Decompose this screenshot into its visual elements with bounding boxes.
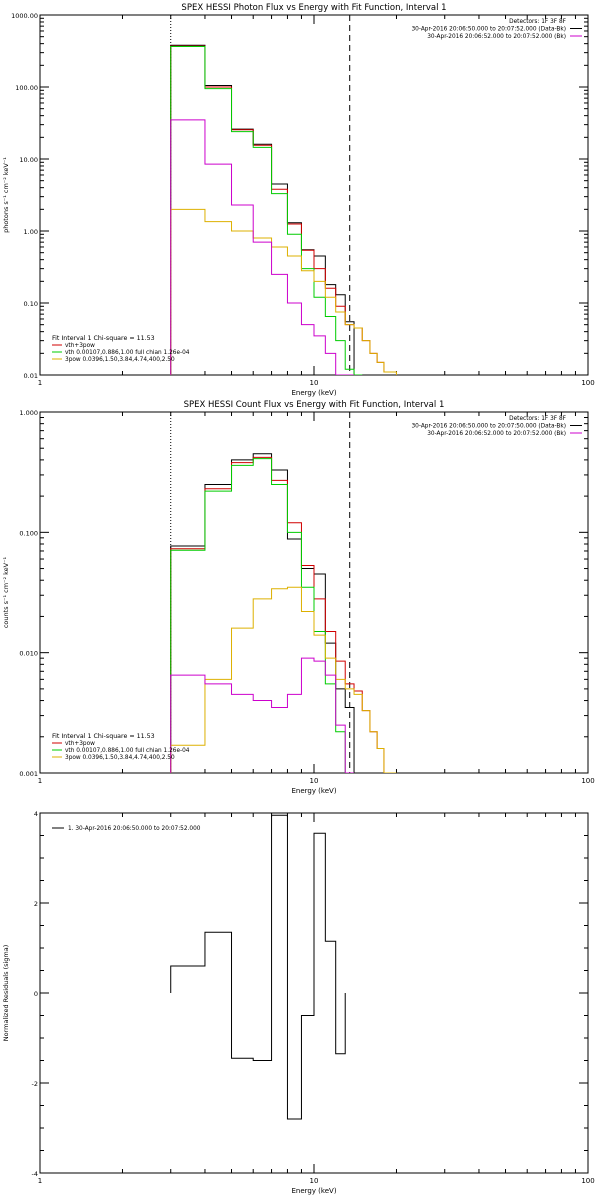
y-axis-label: Normalized Residuals (sigma) — [2, 945, 10, 1042]
legend-entry: vth 0.00107,0.886,1.00 full chian 1.26e-… — [65, 748, 190, 754]
x-axis-label: Energy (keV) — [291, 389, 336, 397]
legend-title: Fit Interval 1 Chi-square = 11.53 — [52, 335, 155, 342]
y-tick-label: 10.00 — [19, 156, 38, 164]
header-line: 30-Apr-2016 20:06:50.000 to 20:07:52.000… — [411, 27, 566, 33]
legend-title: Fit Interval 1 Chi-square = 11.53 — [52, 733, 155, 740]
chart-title: SPEX HESSI Count Flux vs Energy with Fit… — [184, 400, 445, 410]
header-line: 30-Apr-2016 20:06:52.000 to 20:07:52.000… — [427, 431, 566, 437]
y-tick-label: 0.01 — [24, 372, 38, 380]
plot-frame — [39, 14, 589, 376]
y-tick-label: -2 — [32, 1080, 38, 1088]
header-line: Detectors: 1F 3F 8F — [509, 416, 566, 422]
x-tick-label: 100 — [581, 379, 594, 387]
y-axis-label: photons s⁻¹ cm⁻² keV⁻¹ — [2, 157, 10, 233]
series-data-line — [170, 453, 355, 773]
chart-panel-3: 1 10 100 -4 -2 0 2 4 Energy (keV) Normalized Resi… — [2, 810, 595, 1195]
x-tick-label: 1 — [38, 379, 42, 387]
y-axis-label: counts s⁻¹ cm⁻² keV⁻¹ — [2, 556, 10, 628]
x-tick-label: 10 — [310, 777, 319, 785]
x-tick-label: 100 — [581, 1177, 594, 1185]
legend-entry: vth+3pow — [65, 343, 95, 349]
y-tick-label: 100.00 — [15, 84, 38, 92]
chart-title: SPEX HESSI Photon Flux vs Energy with Fi… — [181, 3, 446, 13]
series-powerlaw-line — [170, 208, 397, 375]
x-tick-label: 10 — [310, 379, 319, 387]
x-tick-label: 1 — [38, 1177, 42, 1185]
y-tick-label: 2 — [34, 900, 38, 908]
x-tick-label: 1 — [38, 777, 42, 785]
series-data-line — [170, 814, 346, 1120]
y-tick-label: 4 — [34, 810, 38, 818]
header-line: 30-Apr-2016 20:06:50.000 to 20:07:50.000… — [411, 424, 566, 430]
x-axis-label: Energy (keV) — [291, 1187, 336, 1195]
x-tick-label: 100 — [581, 777, 594, 785]
series-data-line — [170, 44, 355, 375]
header-line: Detectors: 1F 3F 8F — [509, 19, 566, 25]
legend-entry: 1. 30-Apr-2016 20:06:50.000 to 20:07:52.… — [68, 826, 201, 832]
series-thermal-line — [170, 458, 355, 773]
series-thermal-line — [170, 46, 363, 375]
y-tick-label: 1.000 — [19, 409, 38, 417]
series-background-line — [170, 119, 355, 375]
legend-entry: 3pow 0.0396,1.50,3.84,4.74,400,2.50 — [65, 357, 175, 363]
y-tick-label: 0.100 — [19, 529, 38, 537]
y-tick-label: 0.010 — [19, 650, 38, 658]
header-line: 30-Apr-2016 20:06:52.000 to 20:07:52.000… — [427, 34, 566, 40]
chart-panel-1: SPEX HESSI Photon Flux vs Energy with Fi… — [2, 3, 595, 397]
x-tick-label: 10 — [310, 1177, 319, 1185]
series-powerlaw-line — [170, 586, 397, 773]
chart-panel-2: SPEX HESSI Count Flux vs Energy with Fit… — [2, 400, 595, 795]
x-axis-label: Energy (keV) — [291, 787, 336, 795]
y-tick-label: -4 — [32, 1170, 38, 1178]
y-tick-label: 1.00 — [24, 228, 38, 236]
legend-entry: vth 0.00107,0.886,1.00 full chian 1.26e-… — [65, 350, 190, 356]
series-background-line — [170, 657, 355, 773]
y-tick-label: 0.001 — [19, 770, 38, 778]
y-tick-label: 0.10 — [24, 300, 38, 308]
y-tick-label: 0 — [34, 990, 38, 998]
legend-entry: 3pow 0.0396,1.50,3.84,4.74,400,2.50 — [65, 755, 175, 761]
y-tick-label: 1000.00 — [11, 12, 38, 20]
legend-entry: vth+3pow — [65, 741, 95, 747]
